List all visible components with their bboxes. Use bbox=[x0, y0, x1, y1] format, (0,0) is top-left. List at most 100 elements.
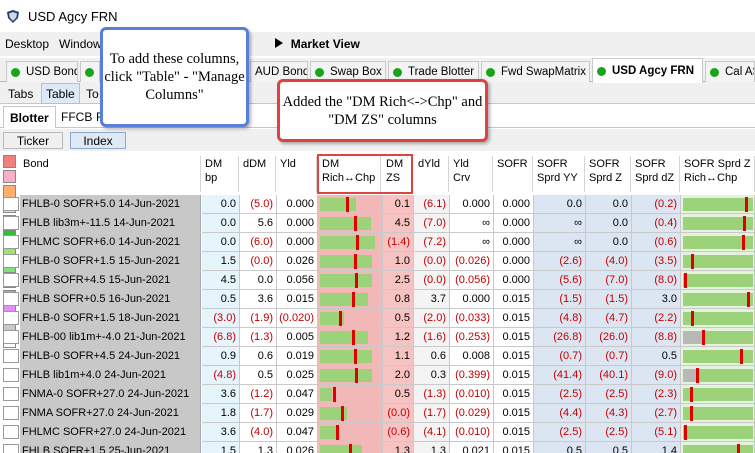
bond-name-cell[interactable]: FHLB SOFR+0.5 16-Jun-2021 bbox=[20, 290, 201, 309]
col-header-dm[interactable]: DM bp bbox=[202, 156, 239, 192]
ticker-button[interactable]: Ticker bbox=[3, 132, 63, 149]
row-checkbox[interactable] bbox=[3, 349, 19, 363]
table-row[interactable]: FHLB SOFR+0.5 16-Jun-2021 0.5 3.6 0.015 0.8 3… bbox=[0, 290, 755, 309]
bond-name-cell[interactable]: FHLB SOFR+4.5 15-Jun-2021 bbox=[20, 271, 201, 290]
cell-sofr: 0.015 bbox=[494, 290, 534, 309]
dm-rich-chp-bar bbox=[318, 271, 383, 290]
table-row[interactable]: FHLB-0 SOFR+1.5 18-Jun-2021 (3.0) (1.9) (0.… bbox=[0, 309, 755, 328]
table-row[interactable]: FHLMC SOFR+6.0 14-Jun-2021 0.0 (6.0) 0.000(… bbox=[0, 233, 755, 252]
cell-yld: 0.000 bbox=[277, 233, 318, 252]
row-checkbox[interactable] bbox=[3, 330, 19, 344]
cell-zs: 4.5 bbox=[383, 214, 414, 233]
dm-rich-chp-marker bbox=[354, 216, 357, 231]
cell-yld: 0.029 bbox=[277, 404, 318, 423]
col-header-yld-crv[interactable]: Yld Crv bbox=[450, 156, 493, 192]
menu-desktop[interactable]: Desktop bbox=[5, 37, 50, 51]
dm-rich-chp-marker bbox=[333, 387, 336, 402]
dm-rich-chp-marker bbox=[339, 311, 342, 326]
row-checkbox[interactable] bbox=[3, 292, 19, 306]
cell-yy: (0.7) bbox=[534, 347, 586, 366]
sofr-rich-chp-fill bbox=[683, 445, 753, 453]
row-checkbox[interactable] bbox=[3, 235, 19, 249]
tab-usd-agcy-frn[interactable]: USD Agcy FRN bbox=[592, 58, 703, 83]
row-checkbox[interactable] bbox=[3, 406, 19, 420]
bond-name-cell[interactable]: FHLB-0 SOFR+1.5 18-Jun-2021 bbox=[20, 309, 201, 328]
sofr-rich-chp-bar bbox=[681, 290, 755, 309]
bond-name-cell[interactable]: FHLB lib3m+-11.5 14-Jun-2021 bbox=[20, 214, 201, 233]
col-header-sofr-sprd-z-rich-chp[interactable]: SOFR Sprd Z Rich↔Chp bbox=[681, 156, 755, 192]
row-checkbox[interactable] bbox=[3, 216, 19, 230]
sofr-rich-chp-marker bbox=[684, 425, 687, 440]
menu-window[interactable]: Window bbox=[59, 37, 102, 51]
table-row[interactable]: FNMA-0 SOFR+27.0 24-Jun-2021 3.6 (1.2) 0.04… bbox=[0, 385, 755, 404]
col-header-sofr-sprd-yy[interactable]: SOFR Sprd YY bbox=[534, 156, 585, 192]
tab-cal-asw[interactable]: Cal ASW bbox=[705, 61, 755, 82]
bond-name-cell[interactable]: FHLB SOFR+1.5 25-Jun-2021 bbox=[20, 442, 201, 453]
color-swatch[interactable] bbox=[3, 155, 16, 168]
bond-name-cell[interactable]: FHLB-0 SOFR+5.0 14-Jun-2021 bbox=[20, 195, 201, 214]
tab-fwd-swapmatrix[interactable]: Fwd SwapMatrix bbox=[481, 61, 590, 82]
col-header-yld[interactable]: Yld bbox=[277, 156, 317, 192]
index-button[interactable]: Index bbox=[70, 132, 126, 149]
tab-swap-box[interactable]: Swap Box bbox=[310, 61, 386, 82]
sofr-rich-chp-bar bbox=[681, 328, 755, 347]
cell-dyld: 1.3 bbox=[414, 442, 450, 453]
subtab-tabs[interactable]: Tabs bbox=[8, 86, 34, 101]
table-row[interactable]: FHLB SOFR+4.5 15-Jun-2021 4.5 0.0 0.056 2.5(… bbox=[0, 271, 755, 290]
col-header-bond[interactable]: Bond bbox=[20, 156, 201, 192]
table-row[interactable]: FHLMC SOFR+27.0 24-Jun-2021 3.6 (4.0) 0.047… bbox=[0, 423, 755, 442]
bond-name-cell[interactable]: FHLB-0 SOFR+1.5 15-Jun-2021 bbox=[20, 252, 201, 271]
tab-hidden[interactable] bbox=[80, 61, 100, 82]
col-header-sofr[interactable]: SOFR bbox=[494, 156, 533, 192]
table-row[interactable]: FHLB-0 SOFR+1.5 15-Jun-2021 1.5 (0.0) 0.026… bbox=[0, 252, 755, 271]
row-checkbox[interactable] bbox=[3, 311, 19, 325]
added-columns-highlight bbox=[317, 154, 413, 194]
tab-ffcb[interactable]: FFCB bbox=[61, 110, 93, 124]
tab-usd-bond[interactable]: USD Bond bbox=[6, 61, 78, 82]
tab-f[interactable]: F bbox=[90, 106, 109, 128]
table-row[interactable]: FNMA SOFR+27.0 24-Jun-2021 1.8 (1.7) 0.029(… bbox=[0, 404, 755, 423]
table-row[interactable]: FHLB lib3m+-11.5 14-Jun-2021 0.0 5.6 0.000 4… bbox=[0, 214, 755, 233]
tab-blotter[interactable]: Blotter bbox=[3, 106, 56, 128]
table-row[interactable]: FHLB SOFR+1.5 25-Jun-2021 1.5 1.3 0.026 1.3 1… bbox=[0, 442, 755, 453]
col-header-ddm[interactable]: dDM bbox=[240, 156, 276, 192]
tab-aud-bond[interactable]: AUD Bond bbox=[250, 61, 308, 82]
manage-columns-callout: To add these columns, click "Table" - "M… bbox=[100, 27, 249, 127]
bond-name-cell[interactable]: FNMA SOFR+27.0 24-Jun-2021 bbox=[20, 404, 201, 423]
tab-trade-blotter[interactable]: Trade Blotter bbox=[388, 61, 479, 82]
sofr-rich-chp-fill bbox=[683, 369, 753, 382]
row-checkbox[interactable] bbox=[3, 273, 19, 287]
dm-rich-chp-marker bbox=[354, 349, 357, 364]
bond-name-cell[interactable]: FHLMC SOFR+27.0 24-Jun-2021 bbox=[20, 423, 201, 442]
table-row[interactable]: FHLB-00 lib1m+-4.0 21-Jun-2021 (6.8) (1.3)… bbox=[0, 328, 755, 347]
sofr-rich-chp-bar bbox=[681, 233, 755, 252]
bond-name-cell[interactable]: FHLB-0 SOFR+4.5 24-Jun-2021 bbox=[20, 347, 201, 366]
row-checkbox[interactable] bbox=[3, 387, 19, 401]
cell-z: 0.0 bbox=[586, 233, 632, 252]
sofr-rich-chp-marker bbox=[684, 273, 687, 288]
bond-name-cell[interactable]: FHLB lib1m+4.0 24-Jun-2021 bbox=[20, 366, 201, 385]
menu-market-view[interactable]: Market View bbox=[290, 37, 360, 51]
row-checkbox[interactable] bbox=[3, 368, 19, 382]
table-row[interactable]: FHLB-0 SOFR+4.5 24-Jun-2021 0.9 0.6 0.019 1.… bbox=[0, 347, 755, 366]
subtab-tools[interactable]: To bbox=[86, 86, 99, 101]
bond-name-cell[interactable]: FNMA-0 SOFR+27.0 24-Jun-2021 bbox=[20, 385, 201, 404]
col-header-sofr-sprd-dz[interactable]: SOFR Sprd dZ bbox=[632, 156, 680, 192]
bond-name-cell[interactable]: FHLMC SOFR+6.0 14-Jun-2021 bbox=[20, 233, 201, 252]
subtab-table[interactable]: Table bbox=[41, 83, 80, 104]
table-row[interactable]: FHLB-0 SOFR+5.0 14-Jun-2021 0.0 (5.0) 0.000… bbox=[0, 195, 755, 214]
row-checkbox[interactable] bbox=[3, 197, 19, 211]
cell-crv: (0.056) bbox=[450, 271, 494, 290]
color-swatch[interactable] bbox=[3, 170, 16, 183]
play-triangle-icon[interactable] bbox=[274, 37, 283, 51]
cell-ddm: (4.0) bbox=[240, 423, 277, 442]
col-header-dyld[interactable]: dYld bbox=[415, 156, 449, 192]
col-header-dm-rich-chp[interactable]: DM Rich↔Chp bbox=[319, 156, 381, 192]
row-checkbox[interactable] bbox=[3, 254, 19, 268]
table-row[interactable]: FHLB lib1m+4.0 24-Jun-2021 (4.8) 0.5 0.025 2… bbox=[0, 366, 755, 385]
sofr-rich-chp-fill bbox=[683, 426, 753, 439]
row-checkbox[interactable] bbox=[3, 425, 19, 439]
col-header-sofr-sprd-z[interactable]: SOFR Sprd Z bbox=[586, 156, 631, 192]
row-checkbox[interactable] bbox=[3, 444, 19, 453]
bond-name-cell[interactable]: FHLB-00 lib1m+-4.0 21-Jun-2021 bbox=[20, 328, 201, 347]
